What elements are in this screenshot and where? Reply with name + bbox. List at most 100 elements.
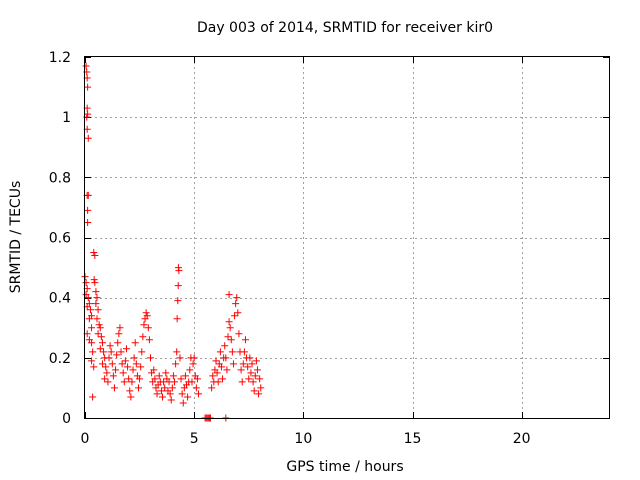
data-point bbox=[108, 360, 116, 368]
data-point bbox=[142, 309, 150, 317]
data-point bbox=[117, 348, 125, 356]
data-points bbox=[81, 62, 265, 422]
y-axis-label: SRMTID / TECUs bbox=[8, 181, 24, 294]
data-point bbox=[221, 342, 229, 350]
data-point bbox=[84, 134, 92, 142]
data-point bbox=[88, 324, 96, 332]
data-point bbox=[128, 378, 136, 386]
data-point bbox=[145, 336, 153, 344]
data-point bbox=[195, 390, 203, 398]
chart-title: Day 003 of 2014, SRMTID for receiver kir… bbox=[197, 20, 493, 36]
data-point bbox=[89, 348, 97, 356]
x-tick-label: 15 bbox=[404, 431, 422, 447]
data-point bbox=[118, 360, 126, 368]
y-tick-label: 0.2 bbox=[49, 351, 71, 367]
data-point bbox=[177, 375, 185, 383]
data-point bbox=[217, 363, 225, 371]
data-point bbox=[209, 372, 217, 380]
data-point bbox=[233, 294, 241, 302]
data-point bbox=[121, 357, 129, 365]
data-point bbox=[179, 399, 187, 407]
x-tick-label: 20 bbox=[513, 431, 531, 447]
data-point bbox=[176, 354, 184, 362]
data-point bbox=[92, 300, 100, 308]
data-point bbox=[235, 330, 243, 338]
data-point bbox=[110, 384, 118, 392]
y-tick-label: 0.6 bbox=[49, 231, 71, 247]
data-point bbox=[213, 369, 221, 377]
data-point bbox=[169, 372, 177, 380]
data-point bbox=[249, 378, 257, 386]
data-point bbox=[181, 372, 189, 380]
data-point bbox=[122, 345, 130, 353]
data-point bbox=[237, 366, 245, 374]
data-point bbox=[102, 363, 110, 371]
data-point bbox=[94, 306, 102, 314]
data-point bbox=[229, 360, 237, 368]
y-tick-label: 1 bbox=[62, 110, 71, 126]
data-point bbox=[162, 369, 170, 377]
data-point bbox=[219, 375, 227, 383]
data-point bbox=[192, 384, 200, 392]
data-point bbox=[225, 291, 233, 299]
data-point bbox=[104, 378, 112, 386]
x-tick-label: 10 bbox=[294, 431, 312, 447]
data-point bbox=[115, 330, 123, 338]
data-point bbox=[173, 315, 181, 323]
data-point bbox=[251, 372, 259, 380]
data-point bbox=[184, 393, 192, 401]
data-point bbox=[101, 375, 109, 383]
data-point bbox=[240, 348, 248, 356]
y-tick-label: 1.2 bbox=[49, 50, 71, 66]
plot-frame bbox=[84, 56, 610, 419]
data-point bbox=[130, 354, 138, 362]
data-point bbox=[147, 354, 154, 362]
data-point bbox=[173, 348, 181, 356]
data-point bbox=[95, 321, 103, 329]
data-point bbox=[255, 390, 263, 398]
data-point bbox=[159, 393, 167, 401]
data-point bbox=[248, 360, 256, 368]
data-point bbox=[167, 396, 175, 404]
data-point bbox=[172, 360, 180, 368]
data-point bbox=[84, 218, 92, 226]
data-point bbox=[136, 375, 144, 383]
data-point bbox=[120, 378, 128, 386]
data-point bbox=[98, 360, 106, 368]
data-point bbox=[125, 375, 133, 383]
data-point bbox=[137, 363, 145, 371]
data-point bbox=[113, 351, 121, 359]
data-point bbox=[124, 363, 132, 371]
data-point bbox=[143, 312, 151, 320]
data-point bbox=[90, 363, 98, 371]
data-point bbox=[244, 363, 252, 371]
data-point bbox=[247, 369, 255, 377]
data-point bbox=[85, 315, 93, 323]
data-point bbox=[223, 366, 231, 374]
data-point bbox=[166, 390, 174, 398]
data-point bbox=[90, 249, 98, 257]
data-point bbox=[228, 348, 236, 356]
data-point bbox=[150, 366, 158, 374]
data-point bbox=[174, 297, 182, 305]
data-point bbox=[222, 354, 230, 362]
data-point bbox=[84, 110, 92, 118]
axis-ticks bbox=[85, 57, 609, 419]
data-point bbox=[139, 333, 147, 341]
data-point bbox=[225, 318, 233, 326]
data-point bbox=[193, 375, 201, 383]
data-point bbox=[119, 369, 127, 377]
y-tick-label: 0.4 bbox=[49, 291, 71, 307]
data-point bbox=[252, 357, 260, 365]
data-point bbox=[134, 384, 142, 392]
grid bbox=[85, 57, 609, 418]
data-point bbox=[97, 333, 105, 341]
data-point bbox=[91, 252, 99, 260]
data-point bbox=[208, 384, 216, 392]
data-point bbox=[126, 387, 134, 395]
y-tick-label: 0.8 bbox=[49, 170, 71, 186]
data-point bbox=[226, 324, 234, 332]
data-point bbox=[144, 324, 152, 332]
data-point bbox=[253, 366, 261, 374]
